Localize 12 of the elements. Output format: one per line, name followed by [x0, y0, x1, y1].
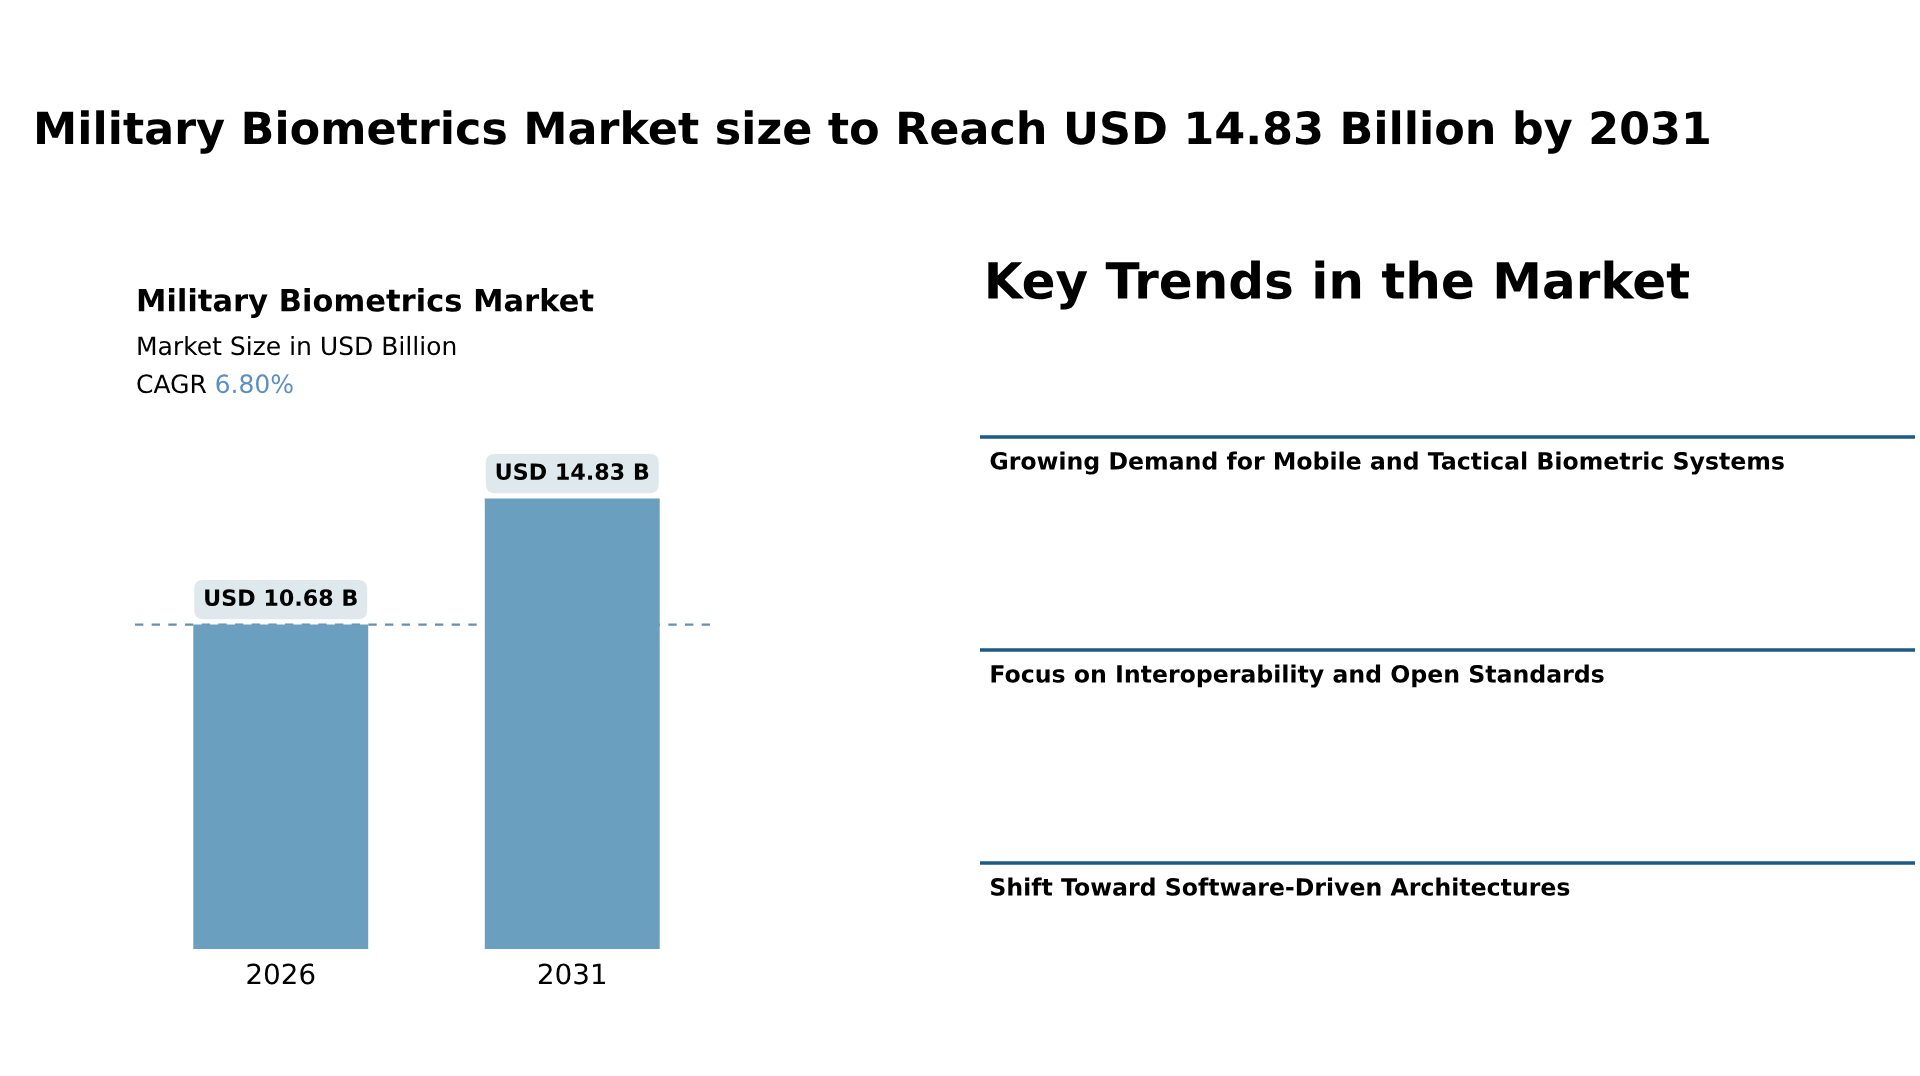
data-label: USD 10.68 B	[205, 589, 357, 607]
chart-title: Military Biometrics Market	[138, 288, 594, 318]
data-label: USD 14.83 B	[496, 463, 649, 481]
text: Shift Toward Software-Driven Architectures	[991, 877, 1570, 896]
text: Focus on Interoperability and Open Standards	[991, 664, 1604, 688]
x-tick-label: 2026	[247, 963, 315, 985]
text: Growing Demand for Mobile and Tactical Biometric Systems	[990, 451, 1784, 475]
x-tick-label: 2031	[538, 963, 606, 985]
text: CAGR 6.80%	[137, 374, 293, 394]
text: Key Trends in the Market	[988, 260, 1689, 310]
text: Military Biometrics Market size to Reach USD 14.83 Billion by 2031	[37, 110, 1709, 154]
chart-subtitle: Market Size in USD Billion	[138, 335, 456, 356]
